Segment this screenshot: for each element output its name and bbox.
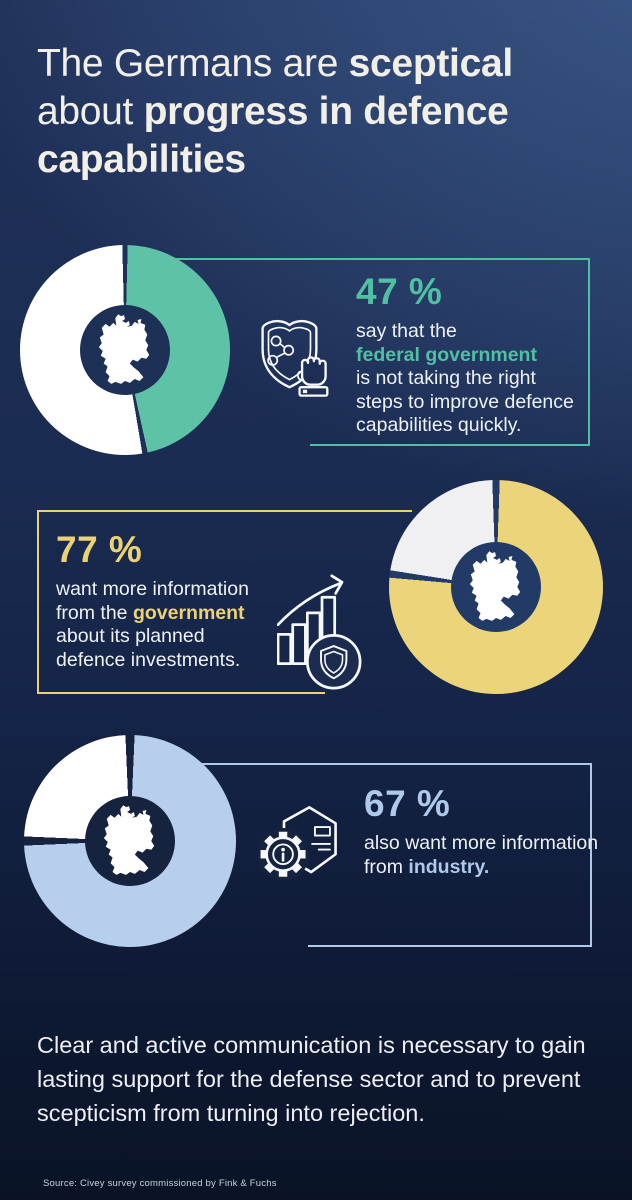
box1-border-right xyxy=(588,258,590,446)
stat-desc-1: say that the federal government is not tak… xyxy=(356,320,574,436)
donut3-center xyxy=(85,796,175,886)
title-line1-regular: The Germans are xyxy=(37,42,349,85)
title-line2-regular: about xyxy=(37,90,144,133)
donut2-center xyxy=(451,542,541,632)
closing-line-3: scepticism from turning into rejection. xyxy=(37,1099,425,1126)
donut-chart-federal-government xyxy=(20,245,230,455)
donut1-center xyxy=(80,305,170,395)
title-line3-bold: capabilities xyxy=(37,138,246,181)
stat-value-2: 77 % xyxy=(56,529,143,570)
stat-block-3: 67 % also want more information from indu… xyxy=(364,784,609,879)
box3-border-right xyxy=(590,763,592,947)
closing-statement: Clear and active communication is necess… xyxy=(37,1028,622,1130)
box2-border-bottom xyxy=(37,692,325,694)
source-note: Source: Civey survey commissioned by Fin… xyxy=(43,1178,277,1189)
stat-block-1: 47 % say that the federal government is no… xyxy=(356,272,591,438)
box3-border-bottom xyxy=(308,945,592,947)
germany-map-icon xyxy=(100,804,160,878)
donut-chart-government-information xyxy=(389,480,603,694)
growth-chart-shield-icon xyxy=(277,568,367,691)
box2-border-top xyxy=(37,510,412,512)
box2-border-left xyxy=(37,510,39,694)
closing-line-1: Clear and active communication is necess… xyxy=(37,1031,586,1058)
stat-block-2: 77 % want more information from the gover… xyxy=(56,530,281,672)
shield-network-fist-icon xyxy=(250,314,334,405)
box1-border-top xyxy=(150,258,590,260)
germany-map-icon xyxy=(466,550,526,624)
page-title: The Germans are sceptical about progress … xyxy=(37,40,612,184)
donut-chart-industry-information xyxy=(24,735,236,947)
germany-map-icon xyxy=(95,313,155,387)
industry-info-gear-icon xyxy=(254,798,344,888)
stat-desc-3: also want more information from industry. xyxy=(364,832,599,878)
title-line2-bold: progress in defence xyxy=(143,90,509,133)
title-line1-bold: sceptical xyxy=(348,42,514,85)
stat-desc-2: want more information from the government… xyxy=(56,578,249,671)
box3-border-top xyxy=(130,763,592,765)
stat-value-1: 47 % xyxy=(356,271,443,312)
stat-value-3: 67 % xyxy=(364,783,451,824)
closing-line-2: lasting support for the defense sector a… xyxy=(37,1065,581,1092)
box1-border-bottom xyxy=(310,444,590,446)
